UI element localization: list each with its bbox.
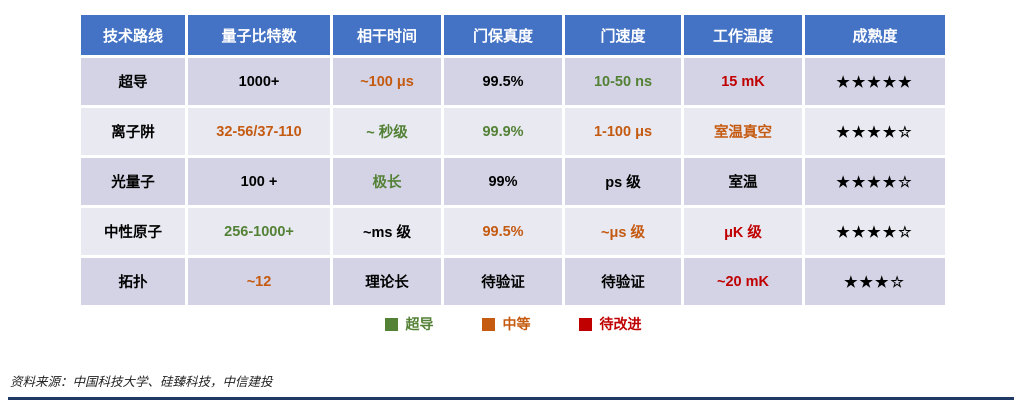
table-cell: 99.5%	[444, 58, 562, 105]
maturity-rating: ★★★★☆	[805, 108, 945, 155]
row-label-cell: 中性原子	[81, 208, 185, 255]
table-cell: 99.9%	[444, 108, 562, 155]
column-header: 门速度	[565, 15, 681, 55]
legend-item: 中等	[481, 314, 531, 334]
legend-color-swatch-icon	[481, 317, 495, 331]
table-cell: ps 级	[565, 158, 681, 205]
table-cell: 10-50 ns	[565, 58, 681, 105]
column-header: 量子比特数	[188, 15, 330, 55]
table-row: 拓扑 ~12 理论长 待验证 待验证 ~20 mK ★★★☆	[81, 258, 945, 305]
legend-item: 待改进	[578, 314, 642, 334]
legend-label: 中等	[502, 316, 531, 332]
maturity-rating: ★★★★☆	[805, 158, 945, 205]
table-cell: μK 级	[684, 208, 802, 255]
column-header: 成熟度	[805, 15, 945, 55]
legend-label: 待改进	[599, 316, 642, 332]
legend-item: 超导	[384, 314, 434, 334]
legend-label: 超导	[405, 316, 434, 332]
table-cell: ~ms 级	[333, 208, 441, 255]
table-cell: 15 mK	[684, 58, 802, 105]
column-header: 相干时间	[333, 15, 441, 55]
legend: 超导 中等 待改进	[78, 314, 948, 334]
table-cell: 理论长	[333, 258, 441, 305]
source-note: 资料来源：中国科技大学、硅臻科技，中信建投	[10, 375, 273, 389]
table-cell: ~20 mK	[684, 258, 802, 305]
table-row: 中性原子 256-1000+ ~ms 级 99.5% ~μs 级 μK 级 ★★…	[81, 208, 945, 255]
table-cell: 99.5%	[444, 208, 562, 255]
table-cell: 32-56/37-110	[188, 108, 330, 155]
row-label-cell: 超导	[81, 58, 185, 105]
quantum-tech-comparison-table: 技术路线 量子比特数 相干时间 门保真度 门速度 工作温度 成熟度 超导 100…	[78, 12, 948, 308]
legend-color-swatch-icon	[578, 317, 592, 331]
column-header: 工作温度	[684, 15, 802, 55]
table-cell: 待验证	[565, 258, 681, 305]
table-cell: 256-1000+	[188, 208, 330, 255]
maturity-rating: ★★★★☆	[805, 208, 945, 255]
maturity-rating: ★★★☆	[805, 258, 945, 305]
table-cell: ~12	[188, 258, 330, 305]
table-cell: ~ 秒级	[333, 108, 441, 155]
table-row: 离子阱 32-56/37-110 ~ 秒级 99.9% 1-100 μs 室温真…	[81, 108, 945, 155]
row-label-cell: 光量子	[81, 158, 185, 205]
table-cell: ~100 μs	[333, 58, 441, 105]
table-row: 光量子 100 + 极长 99% ps 级 室温 ★★★★☆	[81, 158, 945, 205]
table-cell: 室温真空	[684, 108, 802, 155]
bottom-divider	[8, 397, 1014, 400]
row-label-cell: 拓扑	[81, 258, 185, 305]
column-header: 技术路线	[81, 15, 185, 55]
table-cell: 1-100 μs	[565, 108, 681, 155]
table-cell: ~μs 级	[565, 208, 681, 255]
table-cell: 1000+	[188, 58, 330, 105]
row-label-cell: 离子阱	[81, 108, 185, 155]
table-cell: 100 +	[188, 158, 330, 205]
maturity-rating: ★★★★★	[805, 58, 945, 105]
table-cell: 室温	[684, 158, 802, 205]
legend-color-swatch-icon	[384, 317, 398, 331]
column-header: 门保真度	[444, 15, 562, 55]
table-row: 超导 1000+ ~100 μs 99.5% 10-50 ns 15 mK ★★…	[81, 58, 945, 105]
header-row: 技术路线 量子比特数 相干时间 门保真度 门速度 工作温度 成熟度	[81, 15, 945, 55]
table-cell: 99%	[444, 158, 562, 205]
table-cell: 待验证	[444, 258, 562, 305]
table-cell: 极长	[333, 158, 441, 205]
